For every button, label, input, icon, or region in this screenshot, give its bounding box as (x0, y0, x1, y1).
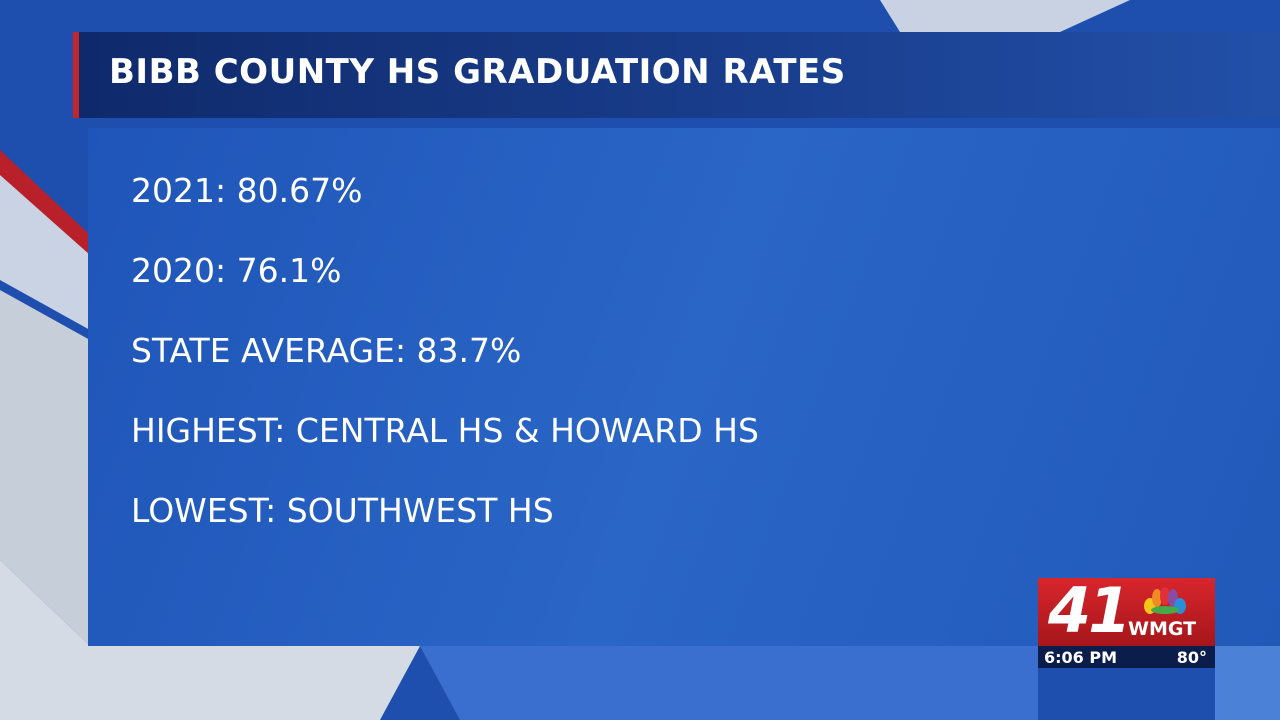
text-line: 2021: 80.67% (131, 171, 363, 210)
content-panel: 2021: 80.67% 2020: 76.1% STATE AVERAGE: … (88, 128, 1280, 646)
title: BIBB COUNTY HS GRADUATION RATES (109, 52, 846, 92)
info-bar: 6:06 PM 80° (1038, 646, 1215, 668)
time: 6:06 PM (1044, 648, 1118, 667)
title-bar: BIBB COUNTY HS GRADUATION RATES (73, 32, 1280, 118)
temperature: 80° (1176, 648, 1207, 667)
peacock-icon (1144, 587, 1186, 614)
channel-number: 41 (1048, 574, 1131, 647)
text-line: STATE AVERAGE: 83.7% (131, 331, 522, 370)
station-name: WMGT (1128, 618, 1197, 640)
text-line: HIGHEST: CENTRAL HS & HOWARD HS (131, 411, 759, 450)
text-line: 2020: 76.1% (131, 251, 342, 290)
station-logo: 41 WMGT (1038, 574, 1215, 647)
text-line: LOWEST: SOUTHWEST HS (131, 491, 554, 530)
